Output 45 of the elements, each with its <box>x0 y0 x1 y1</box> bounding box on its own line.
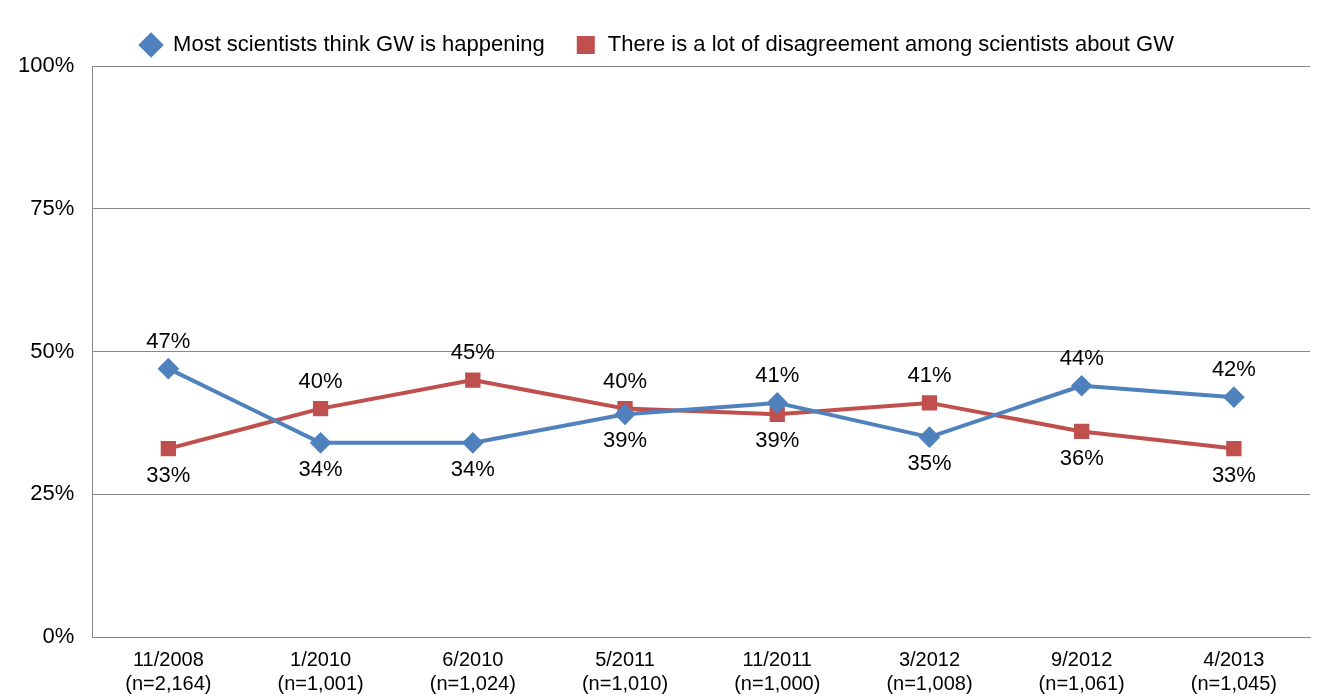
point <box>462 432 483 453</box>
point <box>1223 387 1244 408</box>
data-label: 36% <box>1059 444 1104 470</box>
data-label: 45% <box>450 339 495 365</box>
y-tick-label: 100% <box>17 52 75 78</box>
point <box>919 427 940 448</box>
data-label: 42% <box>1211 356 1256 382</box>
x-tick-label: 11/2008 (n=2,164) <box>125 647 212 694</box>
x-tick-label: 4/2013 (n=1,045) <box>1190 647 1277 694</box>
data-label: 41% <box>907 361 952 387</box>
data-label: 39% <box>755 427 800 453</box>
data-label: 35% <box>907 450 952 476</box>
data-label: 44% <box>1059 344 1104 370</box>
data-label: 40% <box>603 367 648 393</box>
data-label: 33% <box>146 461 191 487</box>
point <box>312 400 329 417</box>
y-tick-label: 0% <box>42 623 75 649</box>
point <box>1074 423 1090 440</box>
x-tick-label: 3/2012 (n=1,008) <box>886 647 973 694</box>
point <box>310 432 331 453</box>
x-tick-label: 6/2010 (n=1,024) <box>429 647 516 694</box>
data-label: 41% <box>755 361 800 387</box>
x-tick-label: 1/2010 (n=1,001) <box>277 647 364 694</box>
legend-label: Most scientists think GW is happening <box>173 31 545 57</box>
x-tick-label: 9/2012 (n=1,061) <box>1038 647 1125 694</box>
y-tick-label: 25% <box>30 480 75 506</box>
data-label: 40% <box>298 367 343 393</box>
data-label: 34% <box>298 455 343 481</box>
point <box>767 392 788 413</box>
point <box>1226 440 1242 457</box>
point <box>921 395 938 411</box>
point <box>160 440 177 457</box>
x-tick-label: 11/2011 (n=1,000) <box>734 647 821 694</box>
y-tick-label: 50% <box>30 337 75 363</box>
point <box>465 372 481 388</box>
data-label: 39% <box>603 427 648 453</box>
point <box>158 358 179 379</box>
x-tick-label: 5/2011 (n=1,010) <box>581 647 669 694</box>
data-label: 34% <box>450 455 495 481</box>
data-label: 47% <box>146 327 191 353</box>
data-label: 33% <box>1211 461 1256 487</box>
legend-label: There is a lot of disagreement among scientists about GW <box>607 31 1175 57</box>
point <box>1071 375 1092 396</box>
y-tick-label: 75% <box>30 194 75 220</box>
point <box>615 404 636 425</box>
